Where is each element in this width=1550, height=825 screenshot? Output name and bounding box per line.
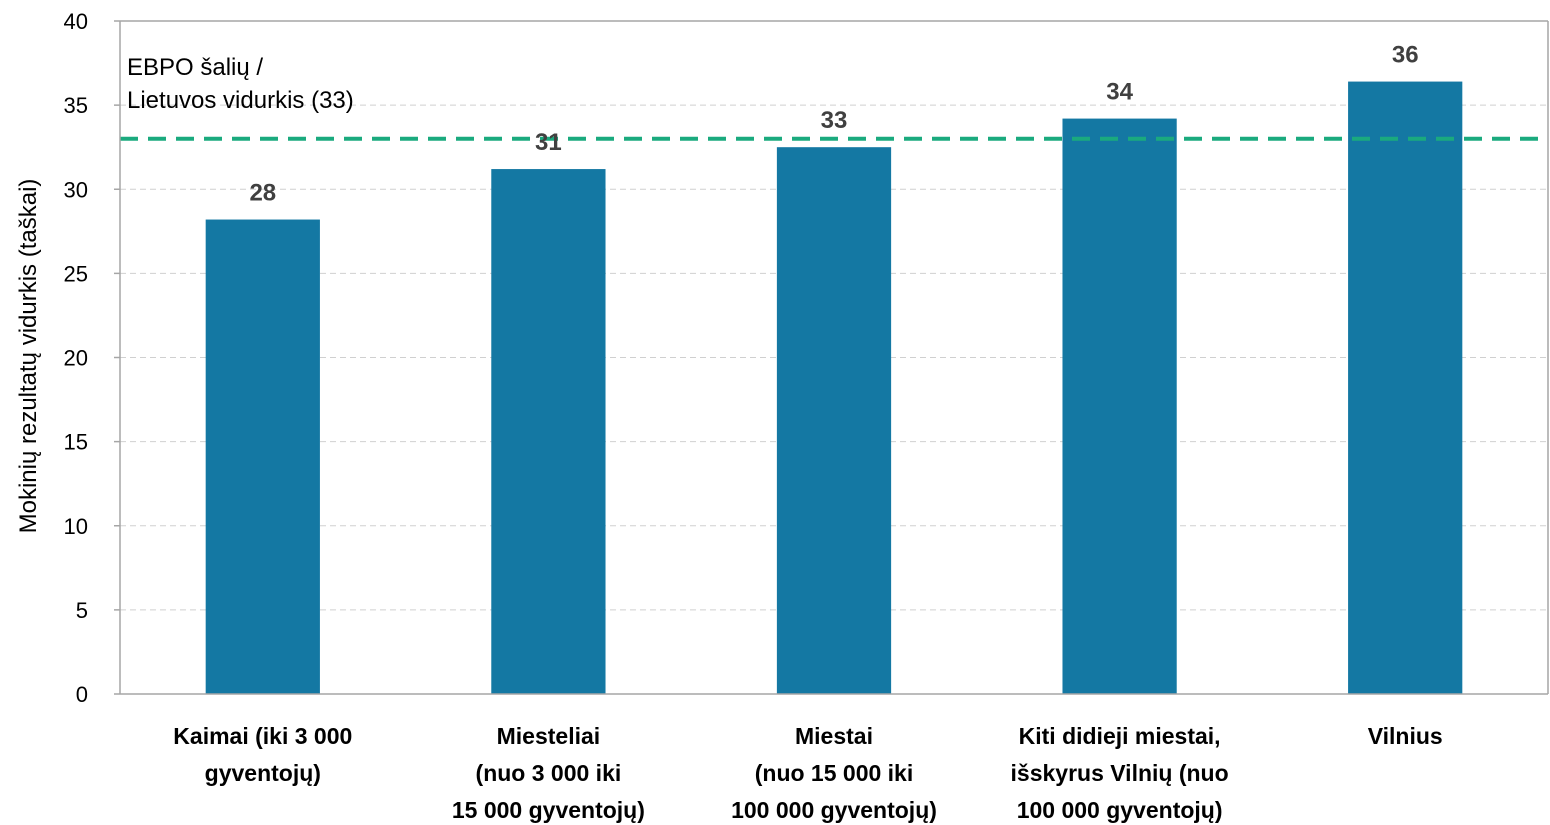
y-tick-label: 35 — [64, 93, 88, 118]
y-tick-label: 5 — [76, 598, 88, 623]
y-tick-label: 25 — [64, 261, 88, 286]
reference-line-group: EBPO šalių / Lietuvos vidurkis (33) — [120, 54, 1548, 141]
category-label-line: Kiti didieji miestai, — [1019, 723, 1221, 749]
category-label-line: Kaimai (iki 3 000 — [173, 723, 352, 749]
bar — [1062, 118, 1177, 694]
y-axis-title: Mokinių rezultatų vidurkis (taškai) — [15, 179, 42, 534]
data-label: 33 — [821, 107, 848, 134]
y-tick-label: 10 — [64, 514, 88, 539]
axes — [114, 20, 1549, 695]
category-label: Miesteliai (nuo 3 000 iki 15 000 gyventojų… — [452, 723, 645, 823]
data-label: 34 — [1106, 79, 1133, 106]
category-label-line: 100 000 gyventojų) — [731, 797, 937, 823]
y-tick-label: 30 — [64, 177, 88, 202]
reference-line-label-line: Lietuvos vidurkis (33) — [127, 87, 354, 114]
data-label: 28 — [249, 180, 276, 207]
category-label-line: Miestai — [795, 723, 873, 749]
y-tick-label: 0 — [76, 682, 88, 707]
category-label-line: išskyrus Vilnių (nuo — [1011, 760, 1229, 786]
x-category-labels: Kaimai (iki 3 000 gyventojų) Miesteliai (nu… — [173, 723, 1442, 823]
category-label: Kaimai (iki 3 000 gyventojų) — [173, 723, 352, 786]
bar — [1348, 81, 1463, 694]
bar — [491, 169, 606, 694]
y-tick-labels: 0 5 10 15 20 25 30 35 40 — [64, 9, 88, 707]
category-label-line: 15 000 gyventojų) — [452, 797, 645, 823]
category-label-line: Miesteliai — [497, 723, 601, 749]
data-label: 31 — [535, 129, 562, 156]
bar — [205, 219, 320, 694]
reference-line-label: EBPO šalių / Lietuvos vidurkis (33) — [127, 54, 354, 114]
category-label-line: (nuo 15 000 iki — [755, 760, 914, 786]
reference-line-label-line: EBPO šalių / — [127, 54, 263, 81]
category-label-line: gyventojų) — [205, 760, 321, 786]
bars — [205, 81, 1463, 694]
data-labels: 28 31 33 34 36 — [249, 42, 1418, 207]
data-label: 36 — [1392, 42, 1419, 69]
y-tick-label: 20 — [64, 346, 88, 371]
category-label-line: Vilnius — [1368, 723, 1443, 749]
category-label: Kiti didieji miestai, išskyrus Vilnių (nu… — [1011, 723, 1229, 823]
category-label-line: 100 000 gyventojų) — [1017, 797, 1223, 823]
category-label: Vilnius — [1368, 723, 1443, 749]
category-label: Miestai (nuo 15 000 iki 100 000 gyventojų) — [731, 723, 937, 823]
bar — [776, 147, 892, 694]
category-label-line: (nuo 3 000 iki — [476, 760, 622, 786]
y-tick-label: 15 — [64, 430, 88, 455]
y-tick-label: 40 — [64, 9, 88, 34]
